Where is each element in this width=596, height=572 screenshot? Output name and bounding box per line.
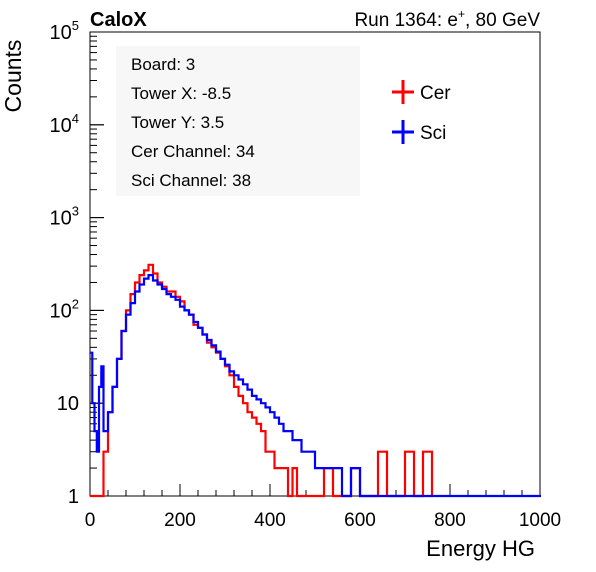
y-axis-ticks: 1 10 102 103 104 105 — [50, 18, 104, 508]
y-axis-label: Counts — [0, 40, 26, 113]
y-tick-label: 102 — [50, 296, 79, 322]
x-tick-label: 600 — [344, 510, 376, 531]
info-box-background — [116, 46, 360, 196]
brand-label: CaloX — [90, 9, 147, 31]
x-tick-label: 800 — [434, 510, 466, 531]
y-tick-label: 103 — [50, 204, 79, 230]
info-tower-x: Tower X: -8.5 — [131, 84, 231, 103]
x-tick-label: 1000 — [519, 510, 561, 531]
run-label: Run 1364: e+, 80 GeV — [354, 7, 540, 31]
x-axis-label: Energy HG — [426, 536, 535, 561]
y-tick-label: 1 — [68, 486, 79, 508]
y-tick-label: 10 — [57, 393, 79, 415]
x-tick-label: 400 — [254, 510, 286, 531]
legend-label-sci: Sci — [420, 123, 446, 144]
y-tick-label: 105 — [50, 18, 79, 44]
info-sci-channel: Sci Channel: 38 — [131, 171, 251, 190]
legend-label-cer: Cer — [420, 83, 451, 104]
legend: Cer Sci — [392, 80, 451, 144]
info-box: Board: 3 Tower X: -8.5 Tower Y: 3.5 Cer … — [116, 46, 360, 196]
x-tick-label: 0 — [85, 510, 96, 531]
y-tick-label: 104 — [50, 111, 79, 137]
series-sci-line — [90, 274, 541, 498]
series-cer-line — [90, 263, 434, 498]
legend-marker-cer — [392, 80, 414, 104]
x-tick-label: 200 — [164, 510, 196, 531]
series-layer — [90, 263, 541, 498]
info-tower-y: Tower Y: 3.5 — [131, 113, 224, 132]
info-board: Board: 3 — [131, 55, 195, 74]
legend-marker-sci — [392, 120, 414, 144]
info-cer-channel: Cer Channel: 34 — [131, 142, 255, 161]
